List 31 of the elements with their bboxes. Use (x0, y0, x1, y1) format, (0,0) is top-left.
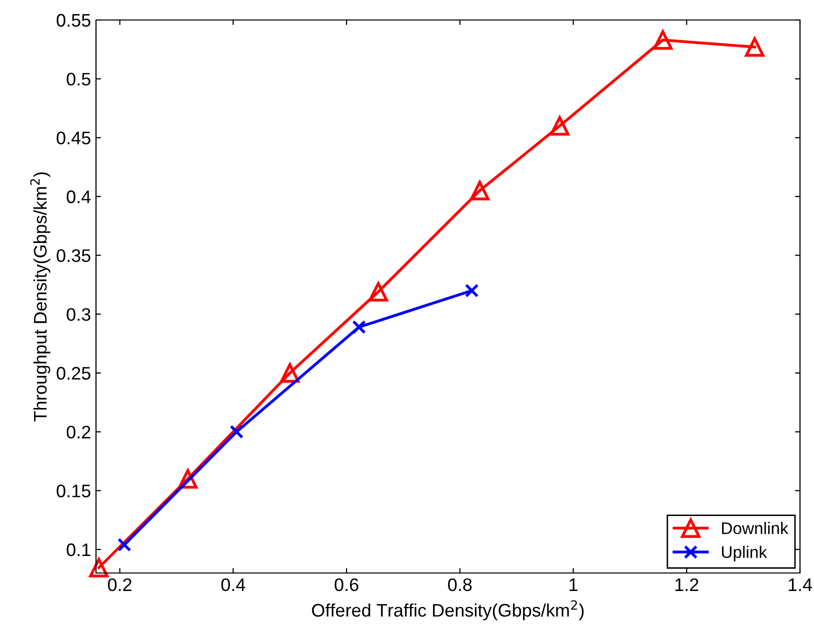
x-axis-title: Offered Traffic Density(Gbps/km$^{2}$) (312, 600, 584, 620)
point (470, 180, 490, 200)
y-tick-label: 0.45 (56, 132, 90, 144)
x-tick-label: 0.8 (448, 578, 472, 592)
legend-label: Uplink (722, 546, 768, 562)
x-tick-label: 0.2 (108, 578, 132, 592)
y-tick-label: 0.25 (56, 366, 90, 380)
x-tick-label: 1.2 (675, 578, 698, 591)
y-tick-label: 0.1 (66, 543, 90, 556)
legend-label: Downlink (722, 522, 788, 534)
point (117, 538, 132, 552)
y-tick-label: 0.15 (56, 484, 90, 498)
point (230, 424, 244, 439)
x-tick-label: 1 (570, 578, 578, 591)
y-tick-label: 0.3 (66, 308, 90, 321)
y-axis-title: Throughput Density(Gbps/km$^{2}$) (30, 172, 50, 422)
x-tick-label: 1.4 (788, 578, 812, 591)
point (744, 37, 764, 57)
point (653, 30, 673, 50)
point (464, 284, 479, 298)
point (368, 282, 388, 302)
point (89, 558, 109, 578)
y-tick-label: 0.55 (56, 14, 90, 27)
point (550, 116, 570, 136)
x-tick-label: 0.6 (334, 578, 358, 592)
y-tick-label: 0.35 (56, 249, 90, 262)
y-tick-label: 0.4 (66, 190, 91, 204)
y-tick-label: 0.2 (66, 426, 90, 439)
point (352, 320, 366, 334)
y-tick-label: 0.5 (66, 72, 90, 86)
x-tick-label: 0.4 (221, 578, 246, 592)
